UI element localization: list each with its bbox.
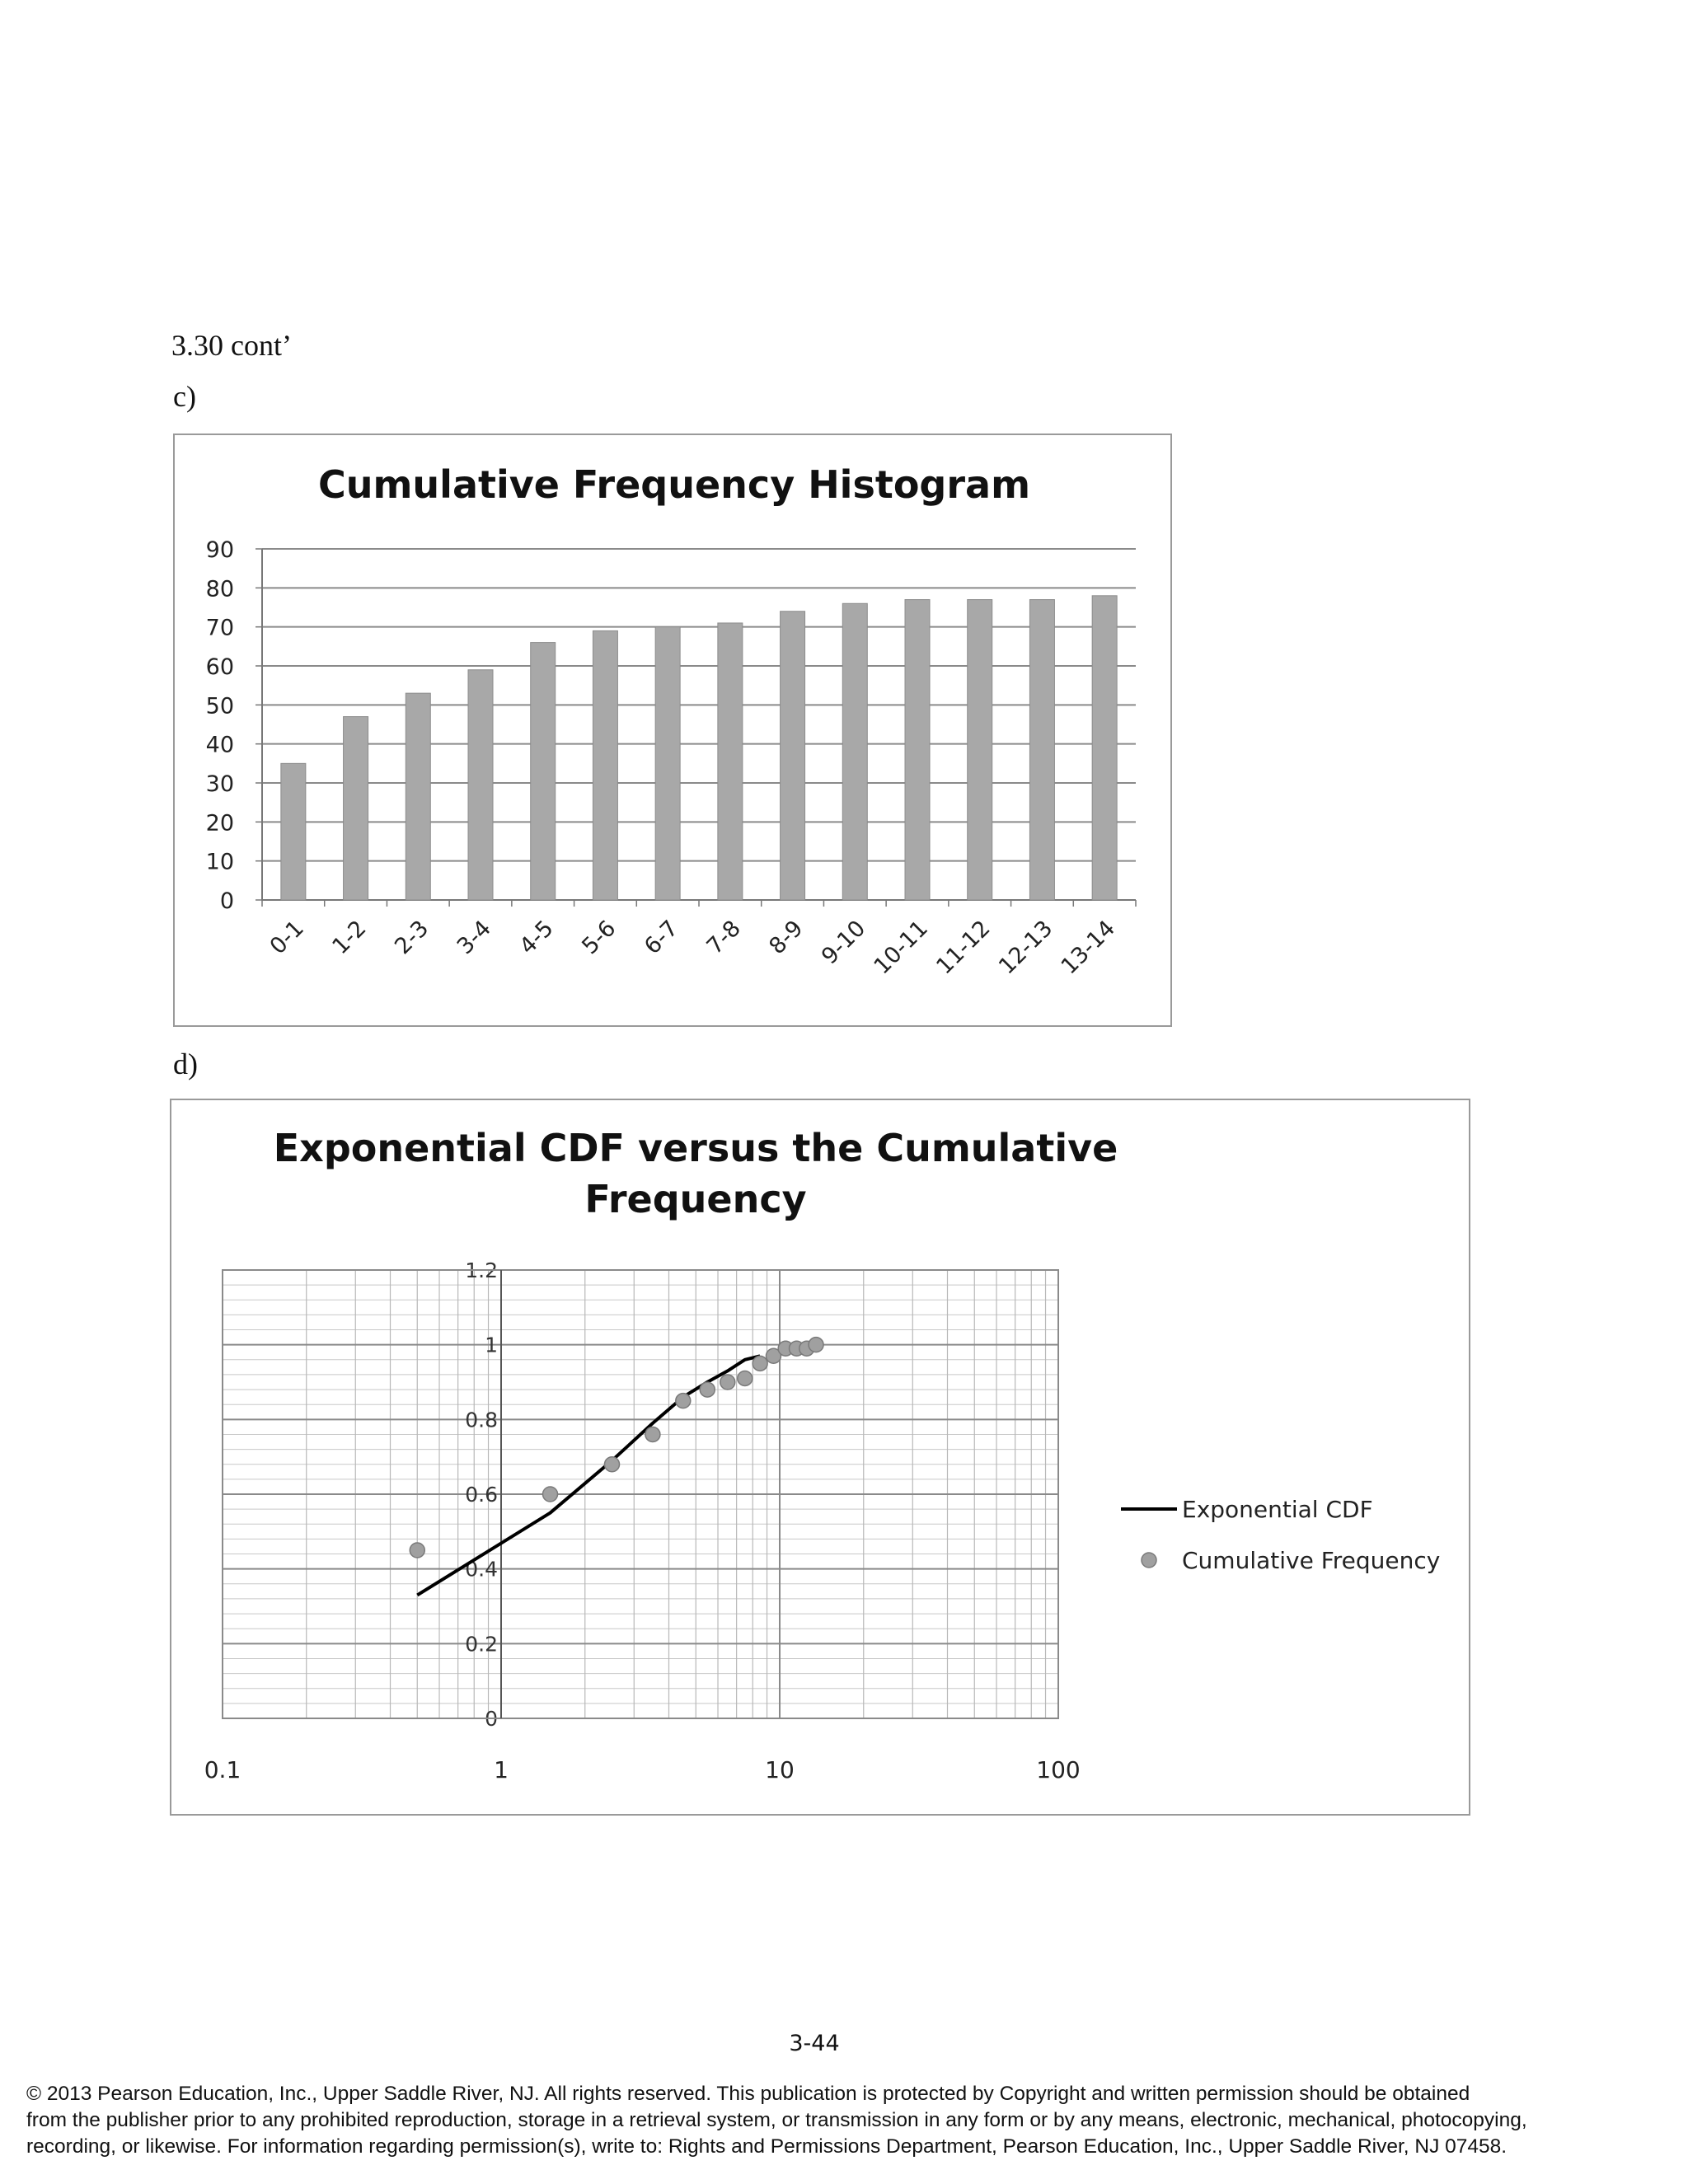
legend-marker-swatch xyxy=(1141,1552,1157,1568)
x-tick-label: 10 xyxy=(765,1756,795,1783)
x-tick-label: 1 xyxy=(494,1756,509,1783)
part-c-label: c) xyxy=(173,380,196,413)
part-d-label: d) xyxy=(173,1047,198,1080)
x-tick-label: 8-9 xyxy=(764,916,808,959)
bar xyxy=(654,626,681,901)
x-tick-label: 11-12 xyxy=(931,916,995,979)
y-tick-label: 40 xyxy=(206,733,234,758)
legend-label: Exponential CDF xyxy=(1182,1496,1373,1523)
page-number: 3-44 xyxy=(789,2031,840,2056)
bar xyxy=(1029,599,1055,901)
y-tick-label: 50 xyxy=(206,693,234,719)
copyright-line: recording, or likewise. For information … xyxy=(26,2135,1507,2158)
problem-heading: 3.30 cont’ xyxy=(171,329,292,362)
x-tick-label: 2-3 xyxy=(390,916,434,959)
bar xyxy=(967,599,993,901)
x-tick-label: 4-5 xyxy=(515,916,559,959)
y-tick-label: 60 xyxy=(206,654,234,680)
data-point xyxy=(699,1381,715,1398)
chart-title: Cumulative Frequency Histogram xyxy=(318,462,1030,507)
x-tick-label: 13-14 xyxy=(1057,916,1120,979)
bar xyxy=(842,602,868,901)
bar xyxy=(467,669,494,901)
x-tick-label: 100 xyxy=(1036,1756,1080,1783)
legend-label: Cumulative Frequency xyxy=(1182,1547,1440,1574)
data-point xyxy=(808,1336,824,1353)
chart-title-line: Exponential CDF versus the Cumulative xyxy=(274,1126,1118,1170)
cdf-chart: Exponential CDF versus the Cumulative Fre… xyxy=(204,1126,1441,1783)
histogram-chart: Cumulative Frequency Histogram 0 10 20 30 40 5… xyxy=(206,462,1137,979)
data-point xyxy=(603,1455,621,1473)
bar xyxy=(1091,595,1118,901)
x-tick-label: 1-2 xyxy=(327,916,371,959)
data-point xyxy=(737,1370,753,1387)
x-tick-label: 7-8 xyxy=(702,916,746,959)
cdf-chart-frame: Exponential CDF versus the Cumulative Fre… xyxy=(170,1099,1470,1816)
x-tick-label: 10-11 xyxy=(870,916,933,979)
bar xyxy=(717,622,743,901)
data-point xyxy=(542,1486,559,1502)
y-tick-label: 0.2 xyxy=(465,1632,498,1656)
x-tick-label: 0-1 xyxy=(265,916,309,959)
y-tick-label: 0.8 xyxy=(465,1408,498,1432)
y-tick-label: 90 xyxy=(206,537,234,563)
bar xyxy=(780,611,806,901)
chart-title-line: Frequency xyxy=(584,1177,806,1221)
y-tick-label: 70 xyxy=(206,616,234,641)
y-tick-label: 0.6 xyxy=(465,1483,498,1507)
bar xyxy=(343,716,369,901)
bar xyxy=(405,692,431,901)
x-tick-label: 0.1 xyxy=(204,1756,241,1783)
bar xyxy=(904,599,931,901)
data-point xyxy=(645,1426,661,1443)
y-tick-label: 10 xyxy=(206,850,234,875)
x-tick-label: 5-6 xyxy=(577,916,621,959)
x-tick-label: 12-13 xyxy=(994,916,1057,979)
y-tick-label: 1 xyxy=(485,1333,498,1357)
copyright-line: © 2013 Pearson Education, Inc., Upper Sa… xyxy=(26,2083,1470,2105)
data-point xyxy=(752,1355,768,1372)
data-point xyxy=(409,1542,426,1558)
data-point xyxy=(675,1392,692,1409)
bar xyxy=(530,642,556,901)
y-tick-label: 20 xyxy=(206,810,234,836)
copyright-notice: © 2013 Pearson Education, Inc., Upper Sa… xyxy=(26,2081,1527,2160)
x-tick-label: 9-10 xyxy=(817,916,870,969)
x-tick-label: 6-7 xyxy=(640,916,683,959)
copyright-line: from the publisher prior to any prohibit… xyxy=(26,2109,1527,2131)
x-tick-label: 3-4 xyxy=(452,916,496,959)
histogram-chart-frame: Cumulative Frequency Histogram 0 10 20 30 40 5… xyxy=(173,434,1172,1027)
data-point xyxy=(720,1374,736,1390)
plot-area xyxy=(222,1269,1059,1719)
y-tick-label: 80 xyxy=(206,576,234,602)
bar xyxy=(592,630,618,901)
data-point xyxy=(765,1347,782,1365)
bar xyxy=(280,762,307,901)
y-tick-label: 0 xyxy=(220,888,234,914)
y-tick-label: 30 xyxy=(206,771,234,797)
